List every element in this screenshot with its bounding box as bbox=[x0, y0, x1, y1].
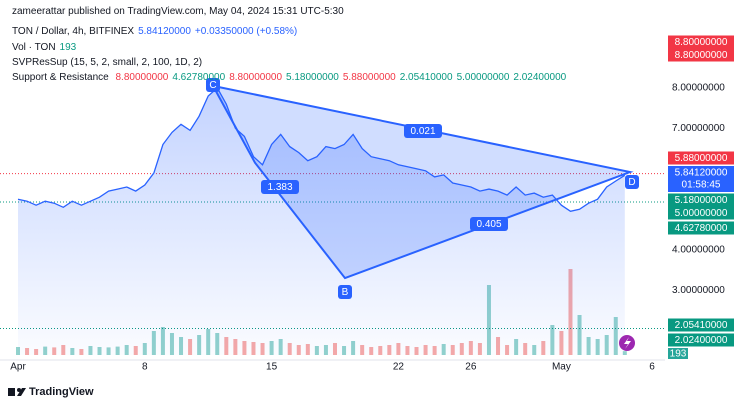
pattern-point-label: C bbox=[209, 80, 216, 91]
alert-icon-bolt bbox=[624, 337, 631, 349]
pattern-point-label: B bbox=[342, 287, 349, 298]
y-tick-label: 8.00000000 bbox=[672, 83, 725, 94]
level-badge-label: 8.80000000 bbox=[675, 50, 728, 61]
last-price: 5.84120000 bbox=[138, 26, 191, 37]
level-badge-label: 2.02400000 bbox=[675, 335, 728, 346]
level-badge bbox=[668, 333, 734, 347]
sr-value: 2.02400000 bbox=[513, 72, 567, 83]
symbol-line: TON / Dollar, 4h, BITFINEX 5.84120000 +0.0… bbox=[12, 26, 301, 37]
sr-value: 5.88000000 bbox=[342, 72, 396, 83]
level-badge-label: 5.00000000 bbox=[675, 208, 728, 219]
pattern-ratio-label: 0.405 bbox=[476, 219, 501, 230]
last-price-badge bbox=[668, 166, 734, 192]
level-badge-label: 5.18000000 bbox=[675, 195, 728, 206]
sr-value: 5.18000000 bbox=[286, 72, 339, 83]
sr-value: 8.80000000 bbox=[229, 72, 283, 83]
volume-line: Vol · TON 193 bbox=[12, 42, 80, 53]
volume-last: 193 bbox=[59, 42, 77, 53]
indicator-line: SVPResSup (15, 5, 2, small, 2, 100, 1D, … bbox=[12, 57, 203, 68]
pattern-shape bbox=[211, 84, 634, 280]
price-change: +0.03350000 (+0.58%) bbox=[194, 26, 298, 37]
sr-name: Support & Resistance bbox=[12, 72, 109, 83]
y-tick-label: 4.00000000 bbox=[672, 244, 725, 255]
level-badge bbox=[668, 193, 734, 207]
pattern-ratio-label-bg bbox=[404, 124, 442, 138]
sr-line: Support & Resistance 8.80000000 4.6278000… bbox=[12, 72, 570, 83]
sr-value: 8.80000000 bbox=[115, 72, 169, 83]
pattern-point-label-bg bbox=[206, 78, 220, 92]
last-price-label: 5.84120000 bbox=[675, 168, 728, 179]
x-tick-label: Apr bbox=[10, 362, 26, 373]
x-tick-label: 26 bbox=[465, 362, 477, 373]
x-tick-label: 15 bbox=[266, 362, 278, 373]
level-badge-label: 2.05410000 bbox=[675, 320, 728, 331]
x-tick-label: 6 bbox=[649, 362, 655, 373]
volume-badge-label: 193 bbox=[670, 349, 687, 360]
x-tick-label: 8 bbox=[142, 362, 148, 373]
level-badge bbox=[668, 35, 734, 49]
level-badge bbox=[668, 206, 734, 220]
published-line: zameerattar published on TradingView.com… bbox=[12, 6, 344, 17]
sr-value: 4.62780000 bbox=[172, 72, 226, 83]
sr-value: 5.00000000 bbox=[456, 72, 510, 83]
price-area bbox=[18, 87, 625, 356]
price-line bbox=[17, 86, 626, 212]
level-badge bbox=[668, 151, 734, 165]
sr-value: 2.05410000 bbox=[399, 72, 453, 83]
tv-logo bbox=[8, 388, 26, 396]
countdown-label: 01:58:45 bbox=[682, 180, 721, 191]
level-badge-label: 8.80000000 bbox=[675, 37, 728, 48]
level-badge-label: 4.62780000 bbox=[675, 223, 728, 234]
x-tick-label: 22 bbox=[393, 362, 405, 373]
volume-name: Vol · TON bbox=[12, 42, 56, 53]
level-badge bbox=[668, 48, 734, 62]
pattern-point-label-bg bbox=[625, 175, 639, 189]
level-badge bbox=[668, 221, 734, 235]
pattern-point-label: D bbox=[628, 177, 635, 188]
pattern-point-label-bg bbox=[338, 285, 352, 299]
pattern-ratio-label: 1.383 bbox=[267, 182, 292, 193]
pattern-ratio-label-bg bbox=[261, 180, 299, 194]
pattern-ratio-label-bg bbox=[470, 217, 508, 231]
pattern-ratio-label: 0.021 bbox=[410, 126, 435, 137]
volume-bar bbox=[622, 351, 627, 355]
y-tick-label: 7.00000000 bbox=[672, 123, 725, 134]
level-badge bbox=[668, 318, 734, 332]
level-badge-label: 5.88000000 bbox=[675, 153, 728, 164]
x-tick-label: May bbox=[552, 362, 571, 373]
footer-brand: TradingView bbox=[29, 386, 94, 398]
symbol: TON / Dollar, 4h, BITFINEX bbox=[12, 26, 135, 37]
y-tick-label: 3.00000000 bbox=[672, 285, 725, 296]
volume-badge bbox=[668, 348, 688, 359]
